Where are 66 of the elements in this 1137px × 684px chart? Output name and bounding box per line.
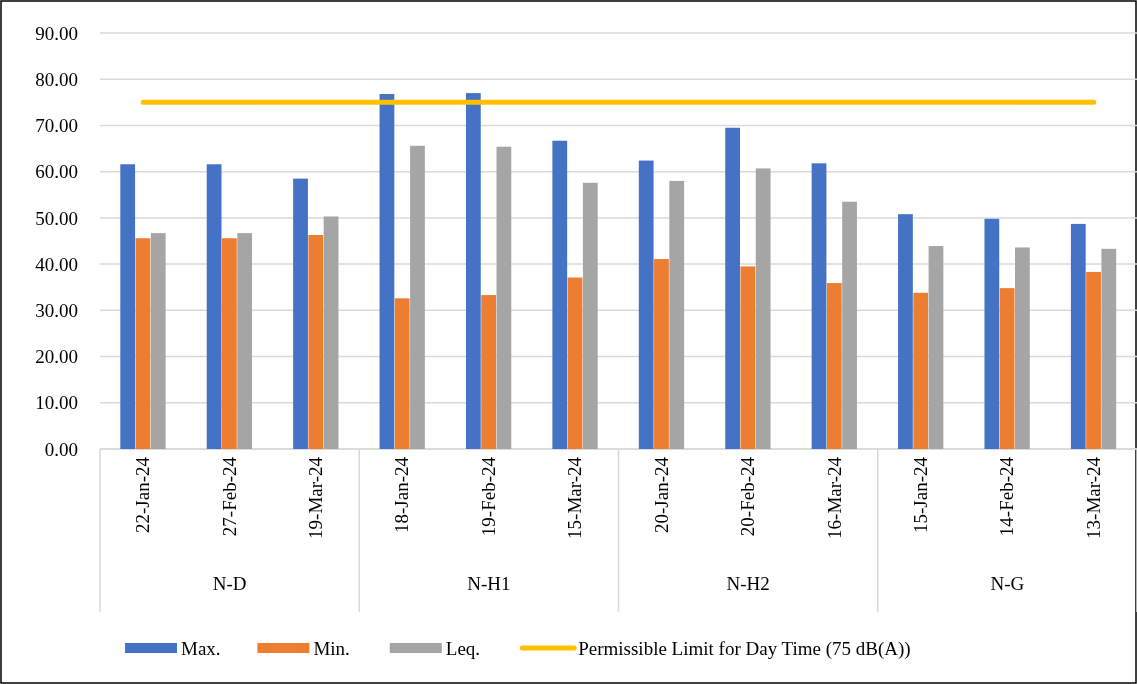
x-tick-label: 15-Jan-24: [909, 456, 931, 533]
bar: [638, 160, 654, 449]
y-tick-label: 40.00: [35, 253, 78, 275]
bar: [293, 178, 308, 449]
bar: [221, 238, 237, 449]
bar: [826, 283, 842, 449]
bar: [669, 180, 685, 449]
bar: [725, 127, 740, 449]
bar: [150, 233, 166, 449]
x-tick-label: 20-Feb-24: [737, 456, 759, 537]
legend-label: Max.: [181, 637, 221, 659]
bar: [1101, 248, 1117, 449]
x-tick-label: 13-Mar-24: [1082, 456, 1104, 539]
text: N-D: [212, 573, 247, 594]
bar: [1086, 271, 1101, 449]
bar: [582, 182, 598, 449]
x-tick-label: 16-Mar-24: [823, 456, 845, 539]
bar: [755, 168, 771, 449]
text: N-H1: [467, 573, 511, 594]
legend-label: Leq.: [445, 637, 481, 659]
x-tick-label: 15-Mar-24: [564, 456, 586, 539]
bar: [465, 93, 481, 449]
x-tick-label: 19-Feb-24: [477, 456, 499, 537]
bar: [135, 238, 151, 449]
bar: [898, 214, 913, 449]
y-tick-label: 20.00: [35, 346, 78, 368]
y-tick-label: 70.00: [35, 115, 78, 137]
y-tick-label: 60.00: [35, 161, 78, 183]
bar: [999, 288, 1015, 449]
bar: [740, 266, 756, 449]
bar: [928, 246, 944, 449]
legend-label: Permissible Limit for Day Time (75 dB(A)): [578, 637, 911, 660]
y-tick-label: 80.00: [35, 68, 78, 90]
legend-label: Min.: [313, 637, 350, 659]
bar: [308, 234, 324, 449]
bar: [379, 94, 395, 449]
bar: [654, 259, 669, 449]
text: N-G: [990, 573, 1025, 594]
bar: [1070, 223, 1086, 449]
y-tick-label: 30.00: [35, 299, 78, 321]
bar: [237, 233, 253, 449]
bar: [811, 163, 827, 449]
bar: [496, 146, 512, 449]
bar: [323, 216, 339, 449]
bar: [206, 164, 222, 449]
x-tick-label: 14-Feb-24: [996, 456, 1018, 537]
y-tick-label: 10.00: [35, 392, 78, 414]
x-tick-label: 27-Feb-24: [218, 456, 240, 537]
text: N-H2: [726, 573, 770, 594]
x-tick-label: 18-Jan-24: [391, 456, 413, 533]
bar: [394, 298, 410, 449]
bar: [842, 201, 857, 449]
bar: [120, 164, 136, 449]
bar: [481, 295, 497, 449]
bar: [984, 218, 1000, 449]
bar: [552, 140, 568, 449]
y-tick-label: 90.00: [35, 22, 78, 44]
bar: [1015, 247, 1030, 449]
x-tick-label: 20-Jan-24: [650, 456, 672, 533]
x-tick-label: 22-Jan-24: [132, 456, 154, 533]
bar: [410, 145, 425, 449]
x-tick-label: 19-Mar-24: [305, 456, 327, 539]
y-tick-label: 50.00: [35, 207, 78, 229]
bar: [567, 277, 583, 449]
bar: [913, 292, 929, 449]
y-tick-label: 0.00: [44, 438, 78, 460]
